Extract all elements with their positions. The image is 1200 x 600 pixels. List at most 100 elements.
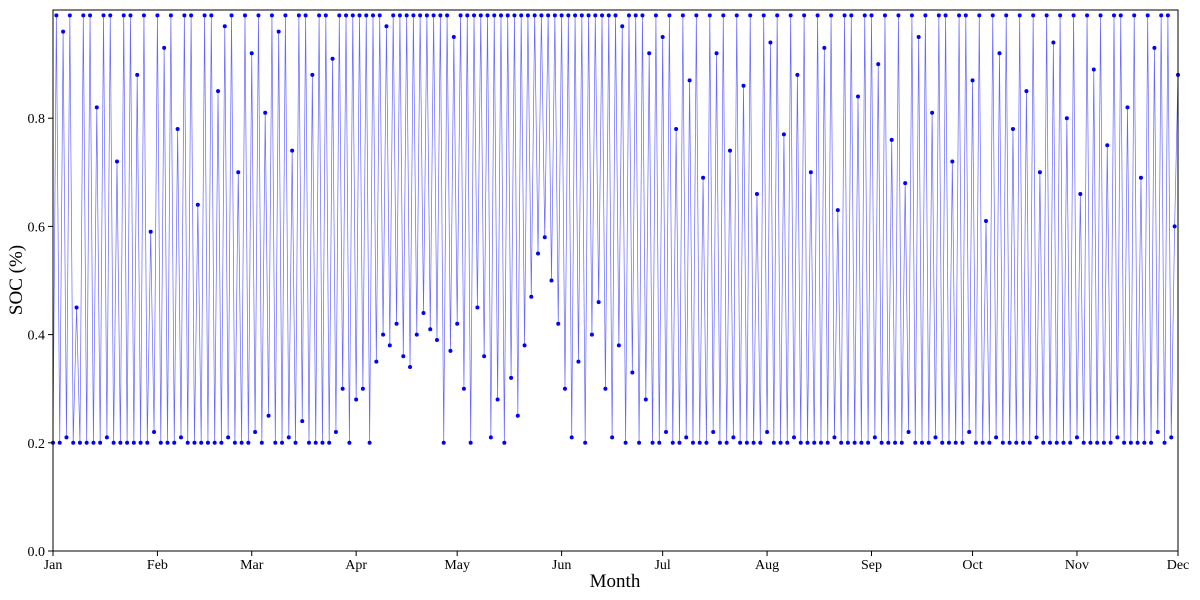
data-point [276,29,281,34]
data-point [1048,440,1053,445]
data-point [973,440,978,445]
data-point [744,440,749,445]
data-point [728,148,733,153]
data-point [1165,13,1170,18]
data-point [229,13,234,18]
data-point [896,13,901,18]
x-tick-label: Aug [755,558,779,573]
data-point [913,440,918,445]
data-point [94,105,99,110]
data-point [246,440,251,445]
x-tick-label: Dec [1167,558,1190,573]
data-point [559,13,564,18]
data-point [795,72,800,77]
data-point [498,13,503,18]
data-point [761,13,766,18]
data-point [330,56,335,61]
data-point [674,127,679,132]
data-point [1034,435,1039,440]
data-point [1051,40,1056,45]
data-point [566,13,571,18]
data-point [549,278,554,283]
data-point [768,40,773,45]
data-point [616,343,621,348]
data-point [101,13,106,18]
data-point [91,440,96,445]
data-point [812,440,817,445]
data-point [808,170,813,175]
data-point [205,440,210,445]
x-tick-label: Mar [240,558,264,573]
data-point [232,440,237,445]
data-point [684,435,689,440]
data-point [502,440,507,445]
data-point [1098,13,1103,18]
data-point [583,440,588,445]
data-point [465,13,470,18]
data-point [909,13,914,18]
data-point [286,435,291,440]
data-point [997,51,1002,56]
data-point [118,440,123,445]
data-point [280,440,285,445]
data-point [431,13,436,18]
data-point [1014,440,1019,445]
data-point [1044,13,1049,18]
data-point [926,440,931,445]
x-tick-label: Jul [654,558,670,573]
data-point [670,440,675,445]
data-point [940,440,945,445]
data-point [367,440,372,445]
data-point [623,440,628,445]
data-point [697,440,702,445]
data-point [933,435,938,440]
data-point [1024,89,1029,94]
data-point [960,440,965,445]
data-point [313,440,318,445]
data-point [569,435,574,440]
data-point [923,13,928,18]
data-point [411,13,416,18]
data-point [74,305,79,310]
data-point [340,386,345,391]
data-point [64,435,69,440]
data-point [320,440,325,445]
data-point [842,13,847,18]
data-point [957,13,962,18]
y-tick-label: 0.4 [28,329,46,344]
data-point [404,13,409,18]
data-point [647,51,652,56]
data-point [943,13,948,18]
data-point [1155,429,1160,434]
data-point [303,13,308,18]
data-point [835,208,840,213]
data-point [394,321,399,326]
data-point [172,440,177,445]
data-point [1007,440,1012,445]
data-point [650,440,655,445]
data-point [370,13,375,18]
x-tick-label: May [444,558,470,573]
data-point [357,13,362,18]
data-point [579,13,584,18]
data-point [724,440,729,445]
data-point [296,13,301,18]
data-point [387,343,392,348]
data-point [596,300,601,305]
data-point [77,440,82,445]
data-point [916,35,921,40]
data-point [1078,191,1083,196]
data-point [1162,440,1167,445]
data-point [640,13,645,18]
data-point [293,440,298,445]
data-point [88,13,93,18]
data-point [212,440,217,445]
data-point [104,435,109,440]
data-point [822,45,827,50]
data-point [704,440,709,445]
data-point [717,440,722,445]
data-point [344,13,349,18]
data-point [1054,440,1059,445]
data-point [199,440,204,445]
y-tick-label: 0.2 [28,437,46,452]
